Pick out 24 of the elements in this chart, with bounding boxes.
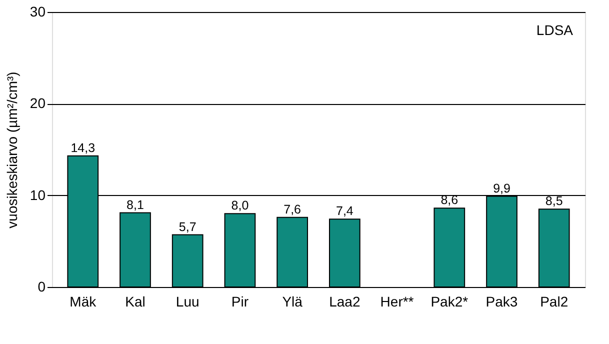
y-tick-label: 0 xyxy=(38,278,46,294)
x-tick-label: Luu xyxy=(176,294,200,310)
annotation: LDSA xyxy=(536,22,574,38)
data-label: 9,9 xyxy=(493,181,510,196)
data-label: 8,1 xyxy=(126,198,144,212)
x-tick-label: Pir xyxy=(231,294,249,310)
x-tick-label: Mäk xyxy=(70,294,98,310)
x-tick-label: Pak2* xyxy=(430,294,469,310)
x-tick-label: Kal xyxy=(125,294,146,310)
y-axis-title: vuosikeskiarvo (µm²/cm³) xyxy=(4,72,20,228)
data-label: 14,3 xyxy=(70,140,96,155)
y-tick-label: 20 xyxy=(30,95,46,112)
y-tick-label: 10 xyxy=(30,186,46,203)
x-tick-label: Laa2 xyxy=(329,294,360,310)
data-label: 5,7 xyxy=(178,220,196,234)
x-tick-label: Pal2 xyxy=(540,294,568,310)
data-label: 8,5 xyxy=(545,194,563,208)
data-label: 7,6 xyxy=(284,202,302,216)
data-label: 8,0 xyxy=(231,198,249,213)
x-tick-label: Her** xyxy=(380,294,414,310)
x-tick-label: Pak3 xyxy=(486,294,518,310)
y-tick-label: 30 xyxy=(30,4,46,20)
data-label: 7,4 xyxy=(336,204,354,218)
x-tick-label: Ylä xyxy=(282,294,303,310)
